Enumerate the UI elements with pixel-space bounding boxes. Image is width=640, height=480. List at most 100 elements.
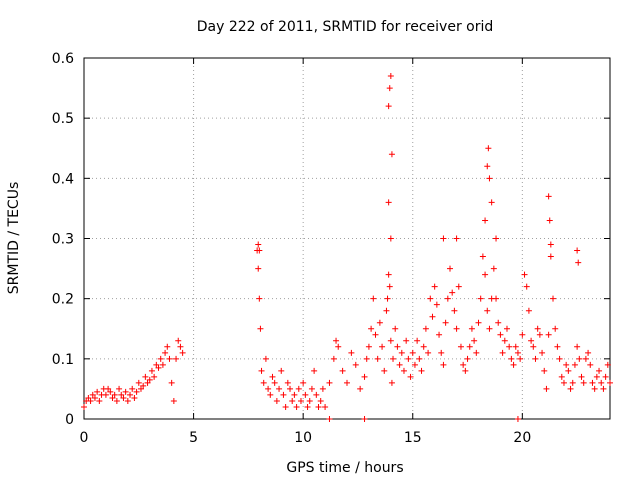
data-point [543, 385, 550, 392]
y-tick-label: 0.1 [52, 352, 74, 368]
data-point [447, 265, 454, 272]
data-point [453, 325, 460, 332]
data-point [302, 391, 309, 398]
data-point [486, 325, 493, 332]
data-point [508, 355, 515, 362]
data-point [554, 343, 561, 350]
data-point [514, 349, 521, 356]
data-point [449, 289, 456, 296]
x-tick-label: 15 [404, 430, 422, 446]
data-point [600, 385, 607, 392]
data-point [344, 379, 350, 386]
data-point [488, 199, 495, 206]
data-point [278, 367, 285, 374]
data-point [569, 379, 576, 386]
x-tick-label: 0 [80, 430, 89, 446]
data-point [280, 391, 287, 398]
data-point [475, 319, 482, 326]
y-tick-labels: 0 0.1 0.2 0.3 0.4 0.5 0.6 [52, 51, 74, 428]
data-point [536, 331, 543, 338]
data-point [532, 355, 539, 362]
data-point [363, 355, 370, 362]
data-point [300, 379, 307, 386]
data-point [385, 271, 392, 278]
data-point [109, 394, 116, 401]
data-point [464, 355, 471, 362]
y-tick-label: 0.3 [52, 232, 74, 248]
data-point [255, 265, 262, 272]
data-point [352, 361, 359, 368]
data-point [528, 337, 535, 344]
data-point [541, 367, 548, 374]
data-point [388, 379, 395, 386]
data-point [607, 379, 613, 386]
data-point [118, 391, 125, 398]
data-point [265, 385, 272, 392]
data-point [585, 349, 592, 356]
data-point [122, 388, 129, 395]
data-point [602, 373, 609, 380]
data-point [451, 307, 458, 314]
data-point [94, 388, 101, 395]
data-point [142, 373, 149, 380]
data-point [471, 337, 478, 344]
data-point [565, 367, 572, 374]
data-point [124, 397, 131, 404]
data-point [166, 355, 173, 362]
data-point [153, 361, 160, 368]
data-point [431, 283, 438, 290]
y-axis-label: SRMTID / TECUs [6, 182, 22, 295]
data-point [370, 295, 377, 302]
data-point [177, 343, 184, 350]
data-point [89, 391, 96, 398]
data-point [306, 397, 313, 404]
y-tick-label: 0.6 [52, 51, 74, 67]
data-point [311, 367, 318, 374]
data-point [107, 388, 114, 395]
data-point [385, 103, 392, 110]
data-point [113, 397, 120, 404]
data-point [407, 373, 414, 380]
data-point [436, 331, 443, 338]
data-point [170, 397, 177, 404]
data-point [409, 349, 416, 356]
data-point [521, 271, 528, 278]
data-point [440, 235, 447, 242]
data-points [81, 73, 613, 422]
data-point [477, 295, 484, 302]
data-point [289, 397, 296, 404]
data-point [287, 385, 294, 392]
data-point [159, 361, 166, 368]
data-point [392, 325, 399, 332]
data-point [164, 343, 171, 350]
data-point [256, 247, 263, 254]
data-point [262, 355, 269, 362]
data-point [411, 361, 418, 368]
data-point [273, 397, 280, 404]
data-point [530, 343, 537, 350]
data-point [131, 394, 138, 401]
data-point [335, 343, 342, 350]
data-point [482, 217, 489, 224]
data-point [571, 361, 578, 368]
data-point [322, 403, 329, 410]
data-point [304, 403, 311, 410]
data-point [368, 325, 375, 332]
data-point [271, 379, 278, 386]
data-point [547, 241, 554, 248]
y-tick-label: 0.5 [52, 111, 74, 127]
x-axis-label: GPS time / hours [286, 460, 403, 476]
x-tick-label: 5 [189, 430, 198, 446]
data-point [140, 382, 147, 389]
x-tick-labels: 0 5 10 15 20 [80, 430, 532, 446]
data-point [91, 394, 98, 401]
data-point [96, 397, 103, 404]
data-point [493, 295, 500, 302]
data-point [485, 145, 492, 152]
data-point [567, 385, 574, 392]
data-point [405, 355, 412, 362]
data-point [574, 247, 581, 254]
axis-ticks [83, 57, 610, 420]
data-point [497, 331, 504, 338]
